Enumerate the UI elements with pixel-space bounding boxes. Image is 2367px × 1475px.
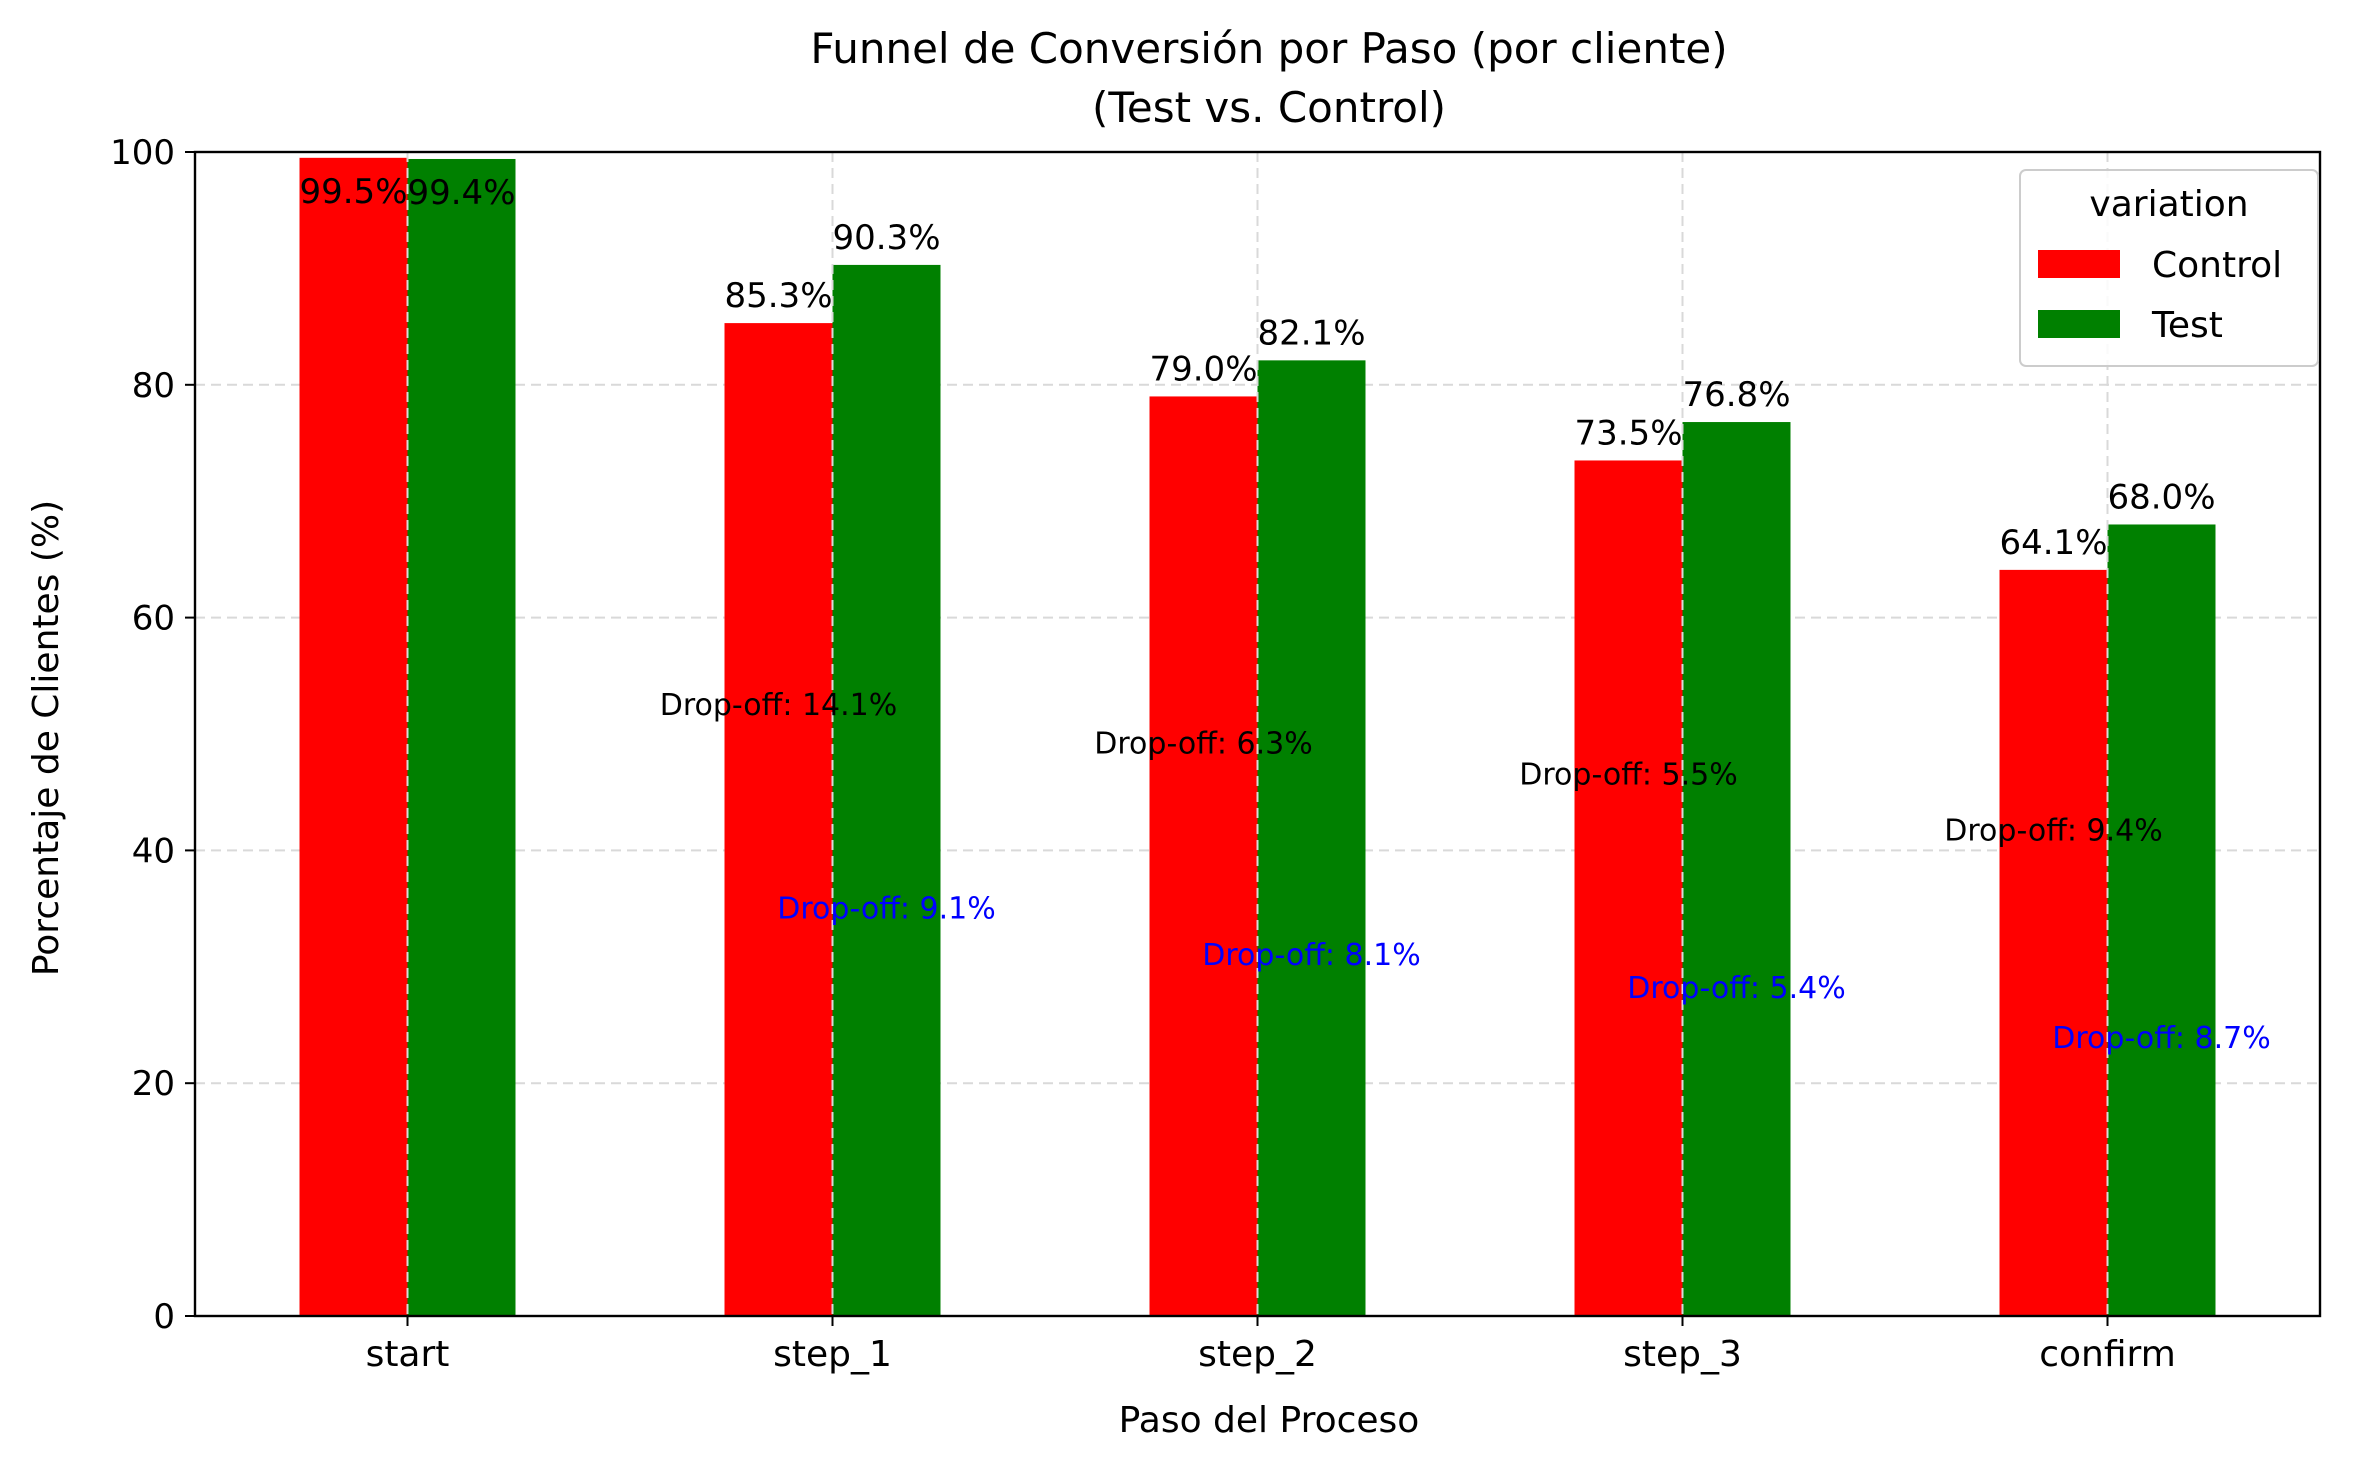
data-label: 76.8%	[1682, 375, 1790, 415]
control-dropoff-annotation: Drop-off: 5.5%	[1519, 758, 1737, 793]
bar-test	[832, 264, 941, 1317]
x-axis-label: Paso del Proceso	[1119, 1400, 1420, 1441]
data-label: 82.1%	[1257, 313, 1365, 353]
bar-test	[2107, 524, 2216, 1316]
x-tick-label: step_3	[1623, 1334, 1742, 1375]
data-label: 73.5%	[1574, 413, 1682, 453]
data-label: 90.3%	[832, 218, 940, 258]
data-label: 79.0%	[1149, 349, 1257, 389]
legend-label-test: Test	[2151, 305, 2223, 346]
legend-label-control: Control	[2152, 245, 2282, 286]
data-label: 85.3%	[724, 276, 832, 316]
bar-test	[407, 158, 516, 1316]
test-dropoff-annotation: Drop-off: 5.4%	[1627, 971, 1845, 1006]
control-dropoff-annotation: Drop-off: 9.4%	[1944, 814, 2162, 849]
data-label: 99.4%	[407, 173, 515, 213]
y-tick-label: 0	[153, 1297, 175, 1337]
y-tick-label: 40	[132, 831, 175, 871]
vertical-grid-lines	[406, 152, 2109, 1316]
legend-swatch-test	[2038, 310, 2120, 338]
bar-control	[1574, 460, 1683, 1317]
x-tick-label: step_2	[1198, 1334, 1317, 1375]
x-tick-label: step_1	[773, 1334, 892, 1375]
chart-title: Funnel de Conversión por Paso (por clien…	[810, 24, 1727, 73]
data-labels: 99.5% 85.3% 79.0% 73.5% 64.1% 99.4% 90.3% 82.1%…	[299, 172, 2215, 563]
legend-title: variation	[2089, 184, 2248, 225]
bar-test	[1682, 422, 1791, 1317]
test-dropoff-annotation: Drop-off: 8.7%	[2052, 1021, 2270, 1056]
data-label: 68.0%	[2107, 477, 2215, 517]
axes: 0 20 40 60 80 100 start step_1 step_2 step_3 confi…	[110, 133, 2176, 1375]
y-tick-label: 20	[132, 1064, 175, 1104]
y-axis-label: Porcentaje de Clientes (%)	[26, 500, 67, 976]
bar-test	[1257, 360, 1366, 1317]
legend-swatch-control	[2038, 250, 2120, 278]
data-label: 64.1%	[1999, 523, 2107, 563]
dropoff-annotations: Drop-off: 14.1% Drop-off: 6.3% Drop-off: 5…	[660, 688, 2271, 1056]
data-label: 99.5%	[299, 172, 407, 212]
bar-control	[724, 323, 833, 1316]
y-tick-label: 60	[132, 599, 175, 639]
legend: variation Control Test	[2019, 169, 2319, 367]
test-dropoff-annotation: Drop-off: 8.1%	[1202, 938, 1420, 973]
bar-control	[299, 157, 408, 1316]
bars	[299, 157, 2216, 1317]
x-tick-label: confirm	[2039, 1334, 2176, 1375]
chart-subtitle: (Test vs. Control)	[1092, 83, 1446, 132]
test-dropoff-annotation: Drop-off: 9.1%	[777, 892, 995, 927]
y-tick-label: 80	[132, 366, 175, 406]
control-dropoff-annotation: Drop-off: 6.3%	[1094, 726, 1312, 761]
control-dropoff-annotation: Drop-off: 14.1%	[660, 688, 898, 723]
y-tick-label: 100	[110, 133, 175, 173]
bar-control	[1999, 569, 2108, 1316]
bar-control	[1149, 396, 1258, 1316]
x-tick-label: start	[366, 1334, 450, 1375]
